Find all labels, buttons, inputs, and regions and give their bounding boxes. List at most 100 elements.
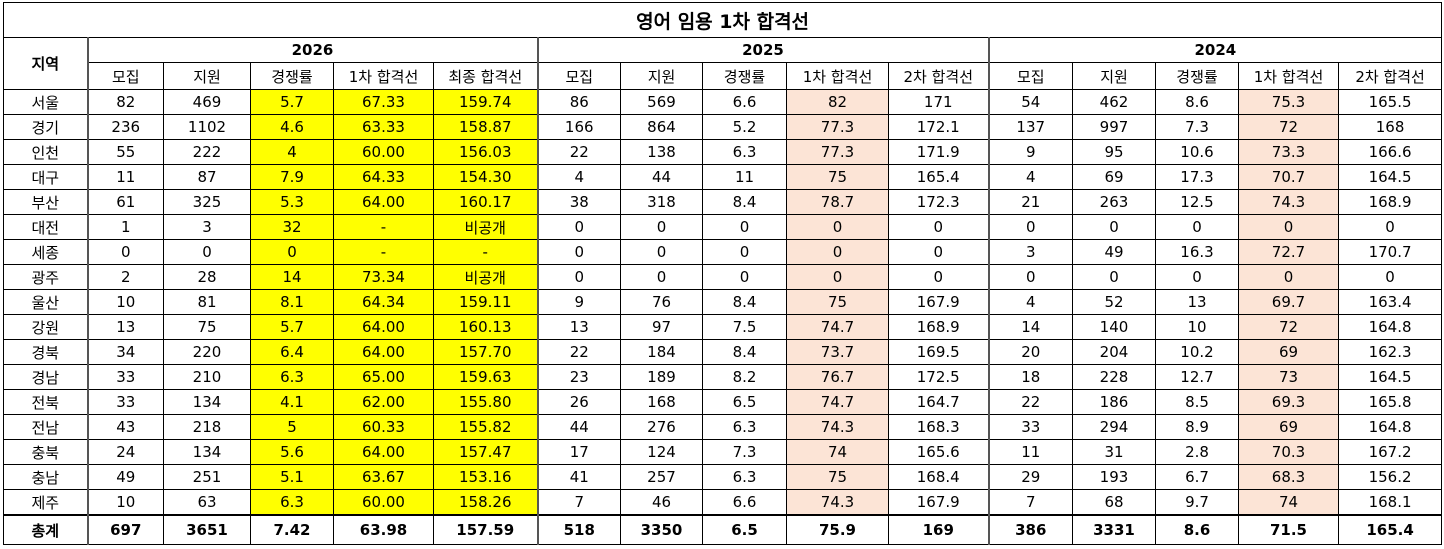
value-cell: 6.6 — [702, 489, 787, 516]
total-cell: 71.5 — [1238, 514, 1339, 545]
value-cell: 6.6 — [702, 89, 787, 115]
column-header: 경쟁률 — [702, 62, 787, 90]
value-cell: 12.7 — [1155, 364, 1239, 390]
value-cell: 8.4 — [702, 189, 787, 215]
value-cell: 153.16 — [433, 464, 538, 490]
value-cell: 75.3 — [1238, 89, 1339, 115]
value-cell: - — [433, 239, 538, 265]
column-header: 지원 — [620, 62, 703, 90]
value-cell: 2.8 — [1155, 439, 1239, 465]
value-cell: 0 — [1072, 264, 1156, 290]
value-cell: 0 — [888, 214, 989, 240]
total-label: 총계 — [3, 514, 88, 545]
value-cell: 171.9 — [888, 139, 989, 165]
column-header: 경쟁률 — [250, 62, 334, 90]
region-cell: 서울 — [3, 89, 88, 115]
value-cell: 0 — [1337, 214, 1443, 240]
value-cell: 64.33 — [333, 164, 434, 190]
value-cell: 75 — [786, 289, 889, 315]
value-cell: 73.34 — [333, 264, 434, 290]
value-cell: 6.3 — [250, 364, 334, 390]
table-row: 충남 49 251 5.1 63.67 153.16 41 257 6.3 75 168.4 29 19… — [3, 464, 1443, 490]
value-cell: 170.7 — [1337, 239, 1443, 265]
value-cell: 87 — [163, 164, 251, 190]
value-cell: 6.3 — [250, 489, 334, 516]
value-cell: 1 — [86, 214, 164, 240]
value-cell: 169.5 — [888, 339, 989, 365]
value-cell: 134 — [163, 389, 251, 415]
column-header: 1차 합격선 — [1238, 62, 1339, 90]
column-header: 모집 — [987, 62, 1073, 90]
value-cell: 0 — [888, 239, 989, 265]
value-cell: 4.6 — [250, 114, 334, 140]
value-cell: 70.7 — [1238, 164, 1339, 190]
value-cell: 0 — [1155, 214, 1239, 240]
value-cell: 10.2 — [1155, 339, 1239, 365]
value-cell: 167.9 — [888, 489, 989, 516]
value-cell: 163.4 — [1337, 289, 1443, 315]
value-cell: 22 — [536, 139, 621, 165]
value-cell: 74 — [1238, 489, 1339, 516]
value-cell: 3 — [163, 214, 251, 240]
value-cell: 8.1 — [250, 289, 334, 315]
value-cell: 6.7 — [1155, 464, 1239, 490]
column-header: 2차 합격선 — [1337, 62, 1443, 90]
value-cell: 164.5 — [1337, 364, 1443, 390]
value-cell: 68.3 — [1238, 464, 1339, 490]
value-cell: 156.03 — [433, 139, 538, 165]
value-cell: 8.4 — [702, 289, 787, 315]
total-cell: 3350 — [620, 514, 703, 545]
value-cell: 5.7 — [250, 89, 334, 115]
value-cell: 72.7 — [1238, 239, 1339, 265]
value-cell: 75 — [786, 164, 889, 190]
value-cell: 165.8 — [1337, 389, 1443, 415]
value-cell: 158.26 — [433, 489, 538, 516]
value-cell: 69 — [1072, 164, 1156, 190]
value-cell: 77.3 — [786, 139, 889, 165]
value-cell: 7.3 — [702, 439, 787, 465]
value-cell: 69.7 — [1238, 289, 1339, 315]
value-cell: 5.6 — [250, 439, 334, 465]
value-cell: 14 — [250, 264, 334, 290]
table-row: 세종 0 0 0- -0 0 0 0 0 3 49 16.3 72.7 170.7 — [3, 239, 1443, 265]
value-cell: 165.6 — [888, 439, 989, 465]
value-cell: 294 — [1072, 414, 1156, 440]
value-cell: 75 — [786, 464, 889, 490]
table-row: 인천 55 222 4 60.00 156.03 22 138 6.3 77.3 171.9 9 95 1… — [3, 139, 1443, 165]
value-cell: 4 — [987, 164, 1073, 190]
value-cell: 8.4 — [702, 339, 787, 365]
value-cell: 2 — [86, 264, 164, 290]
value-cell: 0 — [1238, 264, 1339, 290]
table-row: 충북 24 134 5.6 64.00 157.47 17 124 7.3 74 165.6 11 31… — [3, 439, 1443, 465]
value-cell: 0 — [1337, 264, 1443, 290]
value-cell: 10 — [86, 289, 164, 315]
value-cell: 49 — [86, 464, 164, 490]
value-cell: 11 — [702, 164, 787, 190]
value-cell: 33 — [987, 414, 1073, 440]
value-cell: 184 — [620, 339, 703, 365]
value-cell: 33 — [86, 389, 164, 415]
value-cell: 63 — [163, 489, 251, 516]
value-cell: 140 — [1072, 314, 1156, 340]
value-cell: 64.00 — [333, 339, 434, 365]
value-cell: 44 — [536, 414, 621, 440]
value-cell: 138 — [620, 139, 703, 165]
value-cell: 165.5 — [1337, 89, 1443, 115]
value-cell: 14 — [987, 314, 1073, 340]
column-header: 지원 — [1072, 62, 1156, 90]
value-cell: 124 — [620, 439, 703, 465]
value-cell: 10.6 — [1155, 139, 1239, 165]
value-cell: 228 — [1072, 364, 1156, 390]
value-cell: 81 — [163, 289, 251, 315]
total-cell: 8.6 — [1155, 514, 1239, 545]
value-cell: 997 — [1072, 114, 1156, 140]
total-cell: 3331 — [1072, 514, 1156, 545]
value-cell: 251 — [163, 464, 251, 490]
value-cell: 7.5 — [702, 314, 787, 340]
value-cell: 157.70 — [433, 339, 538, 365]
region-cell: 강원 — [3, 314, 88, 340]
region-cell: 경남 — [3, 364, 88, 390]
value-cell: 비공개 — [433, 214, 538, 240]
value-cell: 73.7 — [786, 339, 889, 365]
value-cell: 168.1 — [1337, 489, 1443, 516]
